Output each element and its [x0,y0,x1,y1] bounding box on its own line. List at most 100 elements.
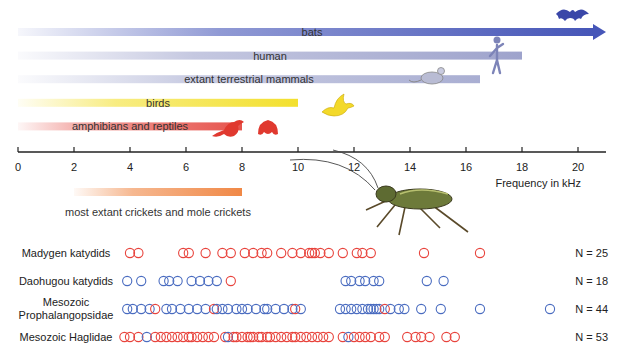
sample-point [223,304,232,313]
sample-point [347,304,356,313]
sample-point [380,332,389,341]
sample-point [366,248,375,257]
sample-point [282,332,291,341]
sample-point [386,304,395,313]
sample-point [187,276,196,285]
hearing-range [74,188,242,196]
sample-point [167,304,176,313]
sample-point [361,276,370,285]
sample-point [263,304,272,313]
sample-point [218,248,227,257]
sample-point [355,332,364,341]
sample-point [165,276,174,285]
sample-point [358,248,367,257]
sample-point [134,332,143,341]
sample-point [249,248,258,257]
sample-point [167,332,176,341]
x-tick [353,147,354,152]
sample-point [173,276,182,285]
sample-point [125,248,134,257]
x-tick-label: 0 [15,161,21,173]
sample-point [380,304,389,313]
x-tick-label: 2 [71,161,77,173]
x-tick-label: 20 [572,161,584,173]
sample-point [475,248,484,257]
sample-point [173,332,182,341]
sample-point [277,332,286,341]
x-tick-label: 8 [239,161,245,173]
chart: batshumanextant terrestrial mammalsbirds… [0,0,620,355]
sample-point [313,332,322,341]
cricket-body [388,189,452,209]
sample-point [277,248,286,257]
label-line: Prophalangopsidae [19,309,114,321]
human-head [494,37,501,44]
sample-point [422,276,431,285]
sample-point [411,332,420,341]
range-label: bats [302,26,323,38]
sample-point [271,332,280,341]
sample-point [316,248,325,257]
sample-point [442,332,451,341]
human-icon [490,37,503,74]
x-tick [465,147,466,152]
sample-point [403,332,412,341]
range-arrowhead [593,24,606,40]
x-tick [73,147,74,152]
sample-point [243,304,252,313]
sample-point [439,276,448,285]
sample-count: N = 18 [575,275,608,287]
cricket-icon [290,150,468,235]
sample-count: N = 53 [575,331,608,343]
sample-point [137,304,146,313]
range-label: amphibians and reptiles [72,120,189,132]
sample-point [212,276,221,285]
sample-point [324,332,333,341]
sample-point [226,248,235,257]
sample-point [450,332,459,341]
sample-point [218,304,227,313]
mouse-tail [409,80,421,82]
mouse-ear [438,68,445,75]
sample-point [296,332,305,341]
sample-point [193,304,202,313]
sample-point [375,304,384,313]
sample-point [375,332,384,341]
sample-point [179,332,188,341]
sample-point [341,276,350,285]
sample-point [223,332,232,341]
x-tick [297,147,298,152]
label-line: Mesozoic [43,296,90,308]
sample-point [265,332,274,341]
frog-icon [258,120,278,135]
sample-point [417,332,426,341]
sample-point [159,276,168,285]
sample-point [288,248,297,257]
sample-point [123,276,132,285]
x-tick [409,147,410,152]
sample-point [425,332,434,341]
series-label: Mesozoic Haglidae [20,331,113,343]
bird-icon [322,94,354,116]
range-label: birds [146,97,170,109]
sample-point [226,276,235,285]
sample-count: N = 25 [575,247,608,259]
sample-point [338,332,347,341]
series-label: Daohugou katydids [19,275,114,287]
sample-point [156,332,165,341]
sample-point [232,332,241,341]
cricket-stripe [400,190,448,194]
sample-point [237,304,246,313]
sample-point [251,304,260,313]
sample-point [361,332,370,341]
sample-point [125,332,134,341]
sample-point [366,332,375,341]
sample-point [184,304,193,313]
sample-point [162,332,171,341]
sample-point [201,304,210,313]
sample-point [212,304,221,313]
sample-point [324,248,333,257]
x-tick-label: 4 [127,161,133,173]
x-tick [241,147,242,152]
x-tick-label: 12 [348,161,360,173]
